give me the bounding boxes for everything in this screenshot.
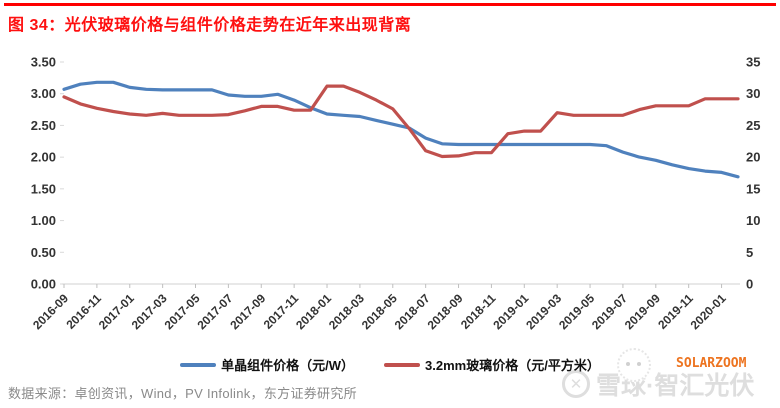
left-axis-tick-label: 1.50	[31, 181, 56, 196]
x-axis-tick-label: 2018-07	[392, 291, 433, 332]
glass-price-line	[62, 84, 740, 159]
x-axis-tick-label: 2019-07	[589, 291, 630, 332]
chart-legend: 单晶组件价格（元/W） 3.2mm玻璃价格（元/平方米）	[0, 355, 780, 374]
right-axis-tick-label: 0	[746, 277, 753, 292]
left-axis-tick-label: 2.50	[31, 118, 56, 133]
emoji-face-watermark-icon	[617, 348, 651, 382]
left-axis-tick-label: 3.00	[31, 86, 56, 101]
module-price-line	[62, 80, 740, 179]
x-axis-tick-label: 2017-07	[194, 291, 235, 332]
left-axis-tick-label: 1.00	[31, 213, 56, 228]
right-axis-tick-label: 15	[746, 181, 760, 196]
legend-swatch-red-line	[384, 362, 421, 367]
x-axis-tick-label: 2018-05	[359, 291, 400, 332]
x-axis-tick-label: 2020-01	[688, 291, 729, 332]
figure-title: 图 34：光伏玻璃价格与组件价格走势在近年来出现背离	[8, 17, 412, 34]
x-axis-tick-label: 2017-05	[162, 291, 203, 332]
x-axis-tick-label: 2017-01	[96, 291, 137, 332]
left-axis-tick-label: 3.50	[31, 55, 56, 70]
xueqiu-logo-icon: ✕	[562, 370, 590, 398]
x-axis-tick-label: 2019-03	[523, 291, 564, 332]
left-axis-tick-label: 0.50	[31, 245, 56, 260]
right-axis-tick-label: 20	[746, 150, 760, 165]
left-axis-tick-label: 2.00	[31, 150, 56, 165]
legend-label-module-price: 单晶组件价格（元/W）	[221, 358, 355, 373]
left-axis-tick-label: 0.00	[31, 277, 56, 292]
legend-item-module-price: 单晶组件价格（元/W）	[180, 355, 354, 374]
x-axis-tick-label: 2018-03	[326, 291, 367, 332]
legend-label-glass-price: 3.2mm玻璃价格（元/平方米）	[425, 358, 600, 373]
right-axis-tick-label: 5	[746, 245, 753, 260]
x-axis-tick-label: 2017-09	[227, 291, 268, 332]
figure-top-rule	[4, 3, 776, 6]
x-axis-tick-label: 2018-01	[293, 291, 334, 332]
x-axis-tick-label: 2016-09	[30, 291, 71, 332]
x-axis-tick-label: 2018-09	[425, 291, 466, 332]
right-axis-tick-label: 30	[746, 86, 760, 101]
legend-item-glass-price: 3.2mm玻璃价格（元/平方米）	[384, 355, 600, 374]
solarzoom-watermark: SOLARZOOM	[676, 356, 747, 371]
right-axis-tick-label: 35	[746, 55, 760, 70]
x-axis-tick-label: 2019-01	[490, 291, 531, 332]
x-axis-tick-label: 2019-05	[556, 291, 597, 332]
legend-swatch-blue-line	[180, 362, 217, 367]
chart-canvas: 3.50 3.00 2.50 2.00 1.50 1.00 0.50 0.00 35 30 25 20…	[30, 55, 760, 333]
x-axis-tick-label: 2019-09	[622, 291, 663, 332]
right-axis-tick-label: 10	[746, 213, 760, 228]
chart-area: 3.50 3.00 2.50 2.00 1.50 1.00 0.50 0.00 35 30 25 20…	[0, 48, 780, 348]
data-source-note: 数据来源：卓创资讯，Wind，PV Infolink，东方证券研究所	[8, 386, 357, 401]
right-axis-tick-label: 25	[746, 118, 760, 133]
x-axis-tick-label: 2017-03	[129, 291, 170, 332]
